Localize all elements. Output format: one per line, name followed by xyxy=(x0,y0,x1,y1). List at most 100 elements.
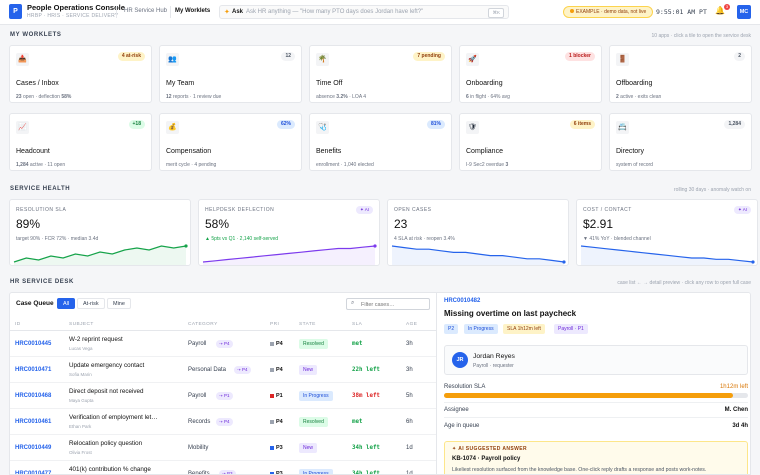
col-id[interactable]: ID xyxy=(15,322,21,327)
worklet-tile-offboarding[interactable]: 🚪 2 Offboarding 2 active · exits clean xyxy=(609,45,752,103)
worklet-tile-onboarding[interactable]: 🚀 1 blocker Onboarding 6 in flight · 64% av… xyxy=(459,45,602,103)
filter-mine-button[interactable]: Mine xyxy=(107,298,131,309)
ai-tag-text: AI SUGGESTED ANSWER xyxy=(458,446,528,452)
col-state[interactable]: STATE xyxy=(299,322,316,327)
table-row[interactable]: HRC0010445 W-2 reprint request Lucas Vega P… xyxy=(10,331,436,357)
bell-icon[interactable]: 🔔 xyxy=(715,6,725,15)
ask-label: Ask xyxy=(232,9,244,15)
case-id-link[interactable]: HRC0010449 xyxy=(15,445,52,451)
worklet-tile-headcount[interactable]: 📈 +18 Headcount 1,284 active · 11 open xyxy=(9,113,152,171)
state-chip: In Progress xyxy=(464,324,498,334)
worklet-name: Directory xyxy=(616,148,645,155)
metric-card-resolution-sla[interactable]: RESOLUTION SLA 89% target 90% · FCR 72% · … xyxy=(9,199,191,266)
worklet-badge: 4 at-risk xyxy=(117,52,145,61)
money-bag-icon: 💰 xyxy=(166,121,179,134)
section-heading-service-health: SERVICE HEALTH xyxy=(10,186,71,192)
sparkline-line xyxy=(580,245,754,263)
palm-tree-icon: 🌴 xyxy=(316,53,329,66)
worklet-tile-directory[interactable]: 📇 1,284 Directory system of record xyxy=(609,113,752,171)
sparkline-endpoint xyxy=(562,260,566,264)
case-id-link[interactable]: HRC0010445 xyxy=(15,341,52,347)
priority-tag-text: P1 xyxy=(224,393,230,398)
worklet-name: Offboarding xyxy=(616,80,653,87)
case-age: 3h xyxy=(406,367,413,373)
metric-card-cost-contact[interactable]: COST / CONTACT ✦ AI $2.91 ▼ 41% YoY · blend… xyxy=(576,199,758,266)
case-subject: Verification of employment let… xyxy=(69,414,158,421)
example-data-badge: EXAMPLE · demo data, not live xyxy=(563,6,654,18)
category-chip: Payroll · P1 xyxy=(554,324,588,334)
sla-label: Resolution SLA xyxy=(444,384,486,390)
metric-sparkline xyxy=(13,244,188,265)
metric-label: COST / CONTACT xyxy=(583,207,632,213)
case-priority: P3 xyxy=(270,471,283,474)
worklet-badge: 81% xyxy=(426,120,445,129)
col-subject[interactable]: SUBJECT xyxy=(69,322,94,327)
ai-badge: ✦ AI xyxy=(733,206,751,214)
table-row[interactable]: HRC0010461 Verification of employment let… xyxy=(10,409,436,435)
worklet-summary: 12 reports · 1 review due xyxy=(166,94,222,100)
filter-all-button[interactable]: All xyxy=(57,298,76,309)
metric-sub: ▼ 41% YoY · blended channel xyxy=(583,236,651,242)
col-age[interactable]: AGE xyxy=(406,322,418,327)
app-logo[interactable]: P xyxy=(9,4,22,19)
col-sla[interactable]: SLA xyxy=(352,322,363,327)
metric-value: 89% xyxy=(16,217,41,231)
worklet-tile-compliance[interactable]: 🛡 6 items Compliance I-9 Sec2 overdue 3 xyxy=(459,113,602,171)
worklet-badge: 6 items xyxy=(569,120,595,129)
priority-text: P4 xyxy=(276,367,283,373)
requester-card[interactable]: JR Jordan Reyes Payroll · requester xyxy=(444,345,748,375)
metric-value: 23 xyxy=(394,217,408,231)
metric-sparkline xyxy=(202,244,377,265)
sla-progress-bar xyxy=(444,393,748,398)
sla-chip: SLA 1h12m left xyxy=(503,324,545,334)
worklet-tile-compensation[interactable]: 💰 62% Compensation merit cycle · 4 pending xyxy=(159,113,302,171)
kb-article-link[interactable]: KB-1074 · Payroll policy xyxy=(452,456,521,462)
worklet-name: Cases / Inbox xyxy=(16,80,59,87)
col-category[interactable]: CATEGORY xyxy=(188,322,218,327)
assignee-value[interactable]: M. Chen xyxy=(724,407,748,413)
table-row[interactable]: HRC0010468 Direct deposit not received May… xyxy=(10,383,436,409)
priority-tag: ⇢ P1 xyxy=(216,392,233,400)
metric-card-open-cases[interactable]: OPEN CASES 23 4 SLA at risk · reopen 3.4% xyxy=(387,199,569,266)
case-filter-field[interactable]: ⌕ xyxy=(346,298,430,310)
search-icon: ⌕ xyxy=(351,300,355,306)
case-priority: P4 xyxy=(270,367,283,373)
case-id-link[interactable]: HRC0010477 xyxy=(15,471,52,475)
metric-label: HELPDESK DEFLECTION xyxy=(205,207,275,213)
nav-my-worklets[interactable]: My Worklets xyxy=(175,8,211,14)
user-avatar[interactable]: MC xyxy=(737,5,751,19)
worklet-tile-benefits[interactable]: 🩺 81% Benefits enrollment · 1,040 elected xyxy=(309,113,452,171)
case-queue-title: Case Queue xyxy=(16,300,54,307)
case-priority: P1 xyxy=(270,393,283,399)
ask-placeholder[interactable]: Ask HR anything — "How many PTO days doe… xyxy=(246,9,424,15)
ask-hr-search[interactable]: ✦ Ask Ask HR anything — "How many PTO da… xyxy=(219,5,509,19)
case-id-link[interactable]: HRC0010461 xyxy=(15,419,52,425)
detail-case-id[interactable]: HRC0010482 xyxy=(444,298,481,304)
table-row[interactable]: HRC0010449 Relocation policy question Oliv… xyxy=(10,435,436,461)
case-filter-input[interactable] xyxy=(361,300,427,309)
case-id-link[interactable]: HRC0010468 xyxy=(15,393,52,399)
col-priority[interactable]: PRI xyxy=(270,322,280,327)
metric-label: OPEN CASES xyxy=(394,207,432,213)
worklet-tile-time-off[interactable]: 🌴 7 pending Time Off absence 3.2% · LOA 4 xyxy=(309,45,452,103)
worklet-tile-cases-inbox[interactable]: 📥 4 at-risk Cases / Inbox 23 open · deflect… xyxy=(9,45,152,103)
requester-name: Jordan Reyes xyxy=(473,353,515,360)
table-row[interactable]: HRC0010471 Update emergency contact Sofia … xyxy=(10,357,436,383)
priority-tag: ⇢ P4 xyxy=(216,340,233,348)
metric-card-helpdesk-deflection[interactable]: HELPDESK DEFLECTION ✦ AI 58% ▲ 5pts vs Q1 ·… xyxy=(198,199,380,266)
worklet-summary: I-9 Sec2 overdue 3 xyxy=(466,162,509,168)
priority-square-icon xyxy=(270,367,274,372)
sparkline-endpoint xyxy=(373,244,377,248)
priority-tag-text: P3 xyxy=(227,471,233,475)
nav-hr-service-hub[interactable]: HR Service Hub xyxy=(124,8,168,14)
case-id-link[interactable]: HRC0010471 xyxy=(15,367,52,373)
filter-at-risk-button[interactable]: At-risk xyxy=(77,298,105,309)
case-age: 6h xyxy=(406,419,413,425)
worklet-name: Onboarding xyxy=(466,80,503,87)
metric-value: $2.91 xyxy=(583,217,614,231)
ai-suggested-answer[interactable]: ✦ AI SUGGESTED ANSWER KB-1074 · Payroll … xyxy=(444,441,748,474)
worklet-summary: system of record xyxy=(616,162,653,168)
table-row[interactable]: HRC0010477 401(k) contribution % change Be… xyxy=(10,461,436,475)
worklet-tile-my-team[interactable]: 👥 12 My Team 12 reports · 1 review due xyxy=(159,45,302,103)
worklet-summary: 6 in flight · 64% avg xyxy=(466,94,510,100)
